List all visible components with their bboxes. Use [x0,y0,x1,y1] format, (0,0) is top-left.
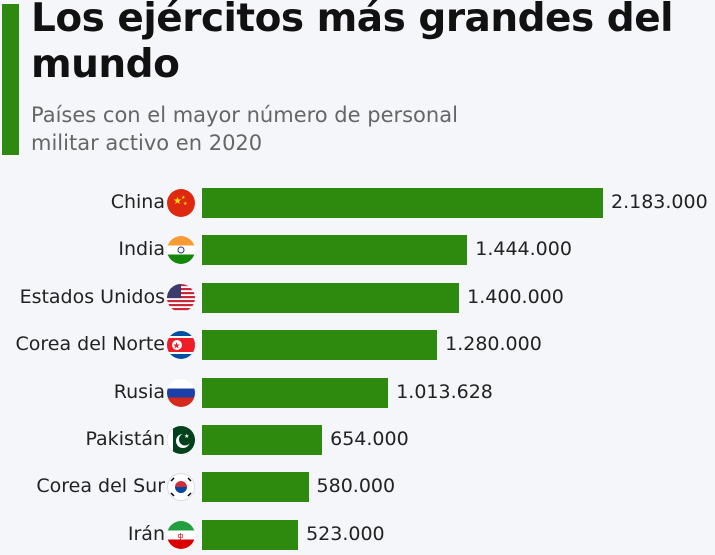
data-label: 2.183.000 [611,191,708,213]
svg-text:★: ★ [183,201,188,207]
bar [202,519,299,550]
category-label: India [118,238,165,261]
svg-text:★: ★ [181,195,186,201]
data-label: 1.280.000 [445,333,542,356]
bar [202,235,468,266]
category-label: Rusia [113,380,165,403]
bar-row: Corea del Norte ★ 1.280.000 [0,329,715,361]
category-label: Corea del Sur [36,475,165,498]
bar-row: Corea del Sur 580.000 [0,471,715,503]
data-label: 580.000 [316,475,396,498]
data-label: 1.013.628 [396,380,493,403]
bar-row: Irán ф 523.000 [0,519,715,551]
category-label: China [110,191,165,213]
bar [202,377,389,408]
pakistan-flag-icon: ★ [167,426,195,454]
category-label: Estados Unidos [19,285,165,308]
bar [202,282,460,313]
title-accent-bar [2,4,19,155]
category-label: Pakistán [85,428,165,450]
chart-subtitle: Países con el mayor número de personal m… [31,103,458,155]
bar-row: Rusia 1.013.628 [0,377,715,409]
category-label: Irán [127,522,165,545]
bar-row: Estados Unidos 1.400.000 [0,282,715,314]
svg-text:★: ★ [173,342,181,352]
chart-title: Los ejércitos más grandes del mundo [31,0,674,87]
data-label: 1.444.000 [475,238,572,261]
svg-text:★: ★ [173,196,182,207]
bar [202,188,603,218]
india-flag-icon [167,236,195,265]
south-korea-flag-icon [167,473,195,502]
north-korea-flag-icon: ★ [167,331,195,360]
bar-row: Pakistán ★ 654.000 [0,424,715,456]
svg-text:★: ★ [184,433,189,440]
category-label: Corea del Norte [15,333,165,356]
data-label: 1.400.000 [467,285,564,308]
data-label: 654.000 [330,428,409,450]
bar [202,425,323,455]
bar [202,472,309,503]
usa-flag-icon [167,283,195,312]
svg-text:ф: ф [178,532,184,540]
bar-row: China ★ ★ ★ 2.183.000 [0,187,715,219]
bar-row: India 1.444.000 [0,234,715,266]
bar [202,330,438,361]
iran-flag-icon: ф [167,520,195,549]
data-label: 523.000 [306,522,385,545]
russia-flag-icon [167,378,195,407]
china-flag-icon: ★ ★★ [167,189,195,217]
